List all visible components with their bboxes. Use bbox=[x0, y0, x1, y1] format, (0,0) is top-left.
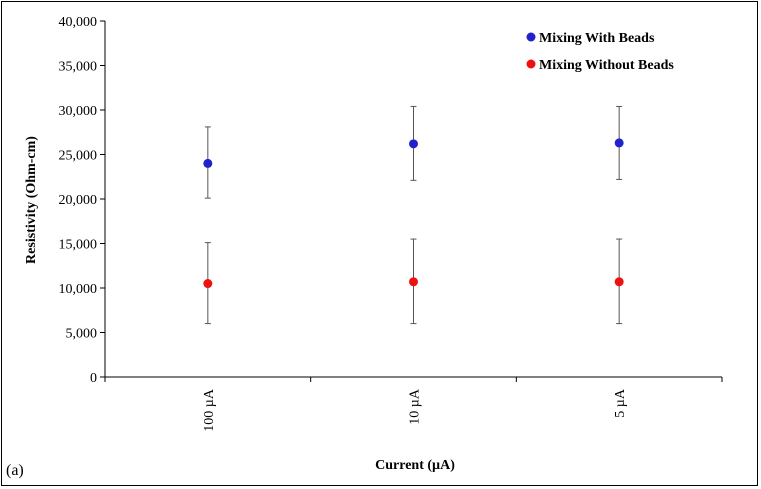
x-ticks: 100 µA 10 µA 5 µA bbox=[104, 377, 723, 432]
y-tick-label: 35,000 bbox=[59, 60, 98, 75]
error-bars bbox=[204, 105, 623, 325]
y-tick-label: 10,000 bbox=[59, 282, 98, 297]
legend: Mixing With Beads Mixing Without Beads bbox=[526, 31, 674, 73]
y-ticks: 0 5,000 10,000 15,000 20,000 25,000 30,000 35,0… bbox=[59, 15, 105, 386]
y-tick-label: 0 bbox=[90, 371, 97, 386]
y-tick-label: 15,000 bbox=[59, 238, 98, 253]
y-tick-label: 25,000 bbox=[59, 149, 98, 164]
data-point bbox=[614, 277, 624, 287]
y-tick-label: 30,000 bbox=[59, 104, 98, 119]
legend-marker bbox=[526, 59, 536, 69]
legend-marker bbox=[526, 32, 536, 42]
data-points bbox=[203, 138, 624, 289]
panel-label: (a) bbox=[6, 462, 24, 479]
y-tick-label: 5,000 bbox=[66, 327, 98, 342]
y-axis-title: Resistivity (Ohm-cm) bbox=[24, 136, 39, 264]
x-tick-label: 100 µA bbox=[202, 388, 217, 432]
data-point bbox=[203, 279, 213, 289]
x-tick-label: 5 µA bbox=[613, 388, 628, 418]
x-axis-title: Current (µA) bbox=[375, 458, 455, 473]
y-tick-label: 40,000 bbox=[59, 15, 98, 30]
x-tick-label: 10 µA bbox=[408, 388, 423, 425]
legend-label: Mixing Without Beads bbox=[539, 58, 674, 73]
data-point bbox=[203, 158, 213, 168]
data-point bbox=[409, 139, 418, 149]
data-point bbox=[409, 277, 418, 287]
legend-label: Mixing With Beads bbox=[539, 31, 655, 46]
data-point bbox=[614, 138, 624, 148]
y-tick-label: 20,000 bbox=[59, 193, 98, 208]
